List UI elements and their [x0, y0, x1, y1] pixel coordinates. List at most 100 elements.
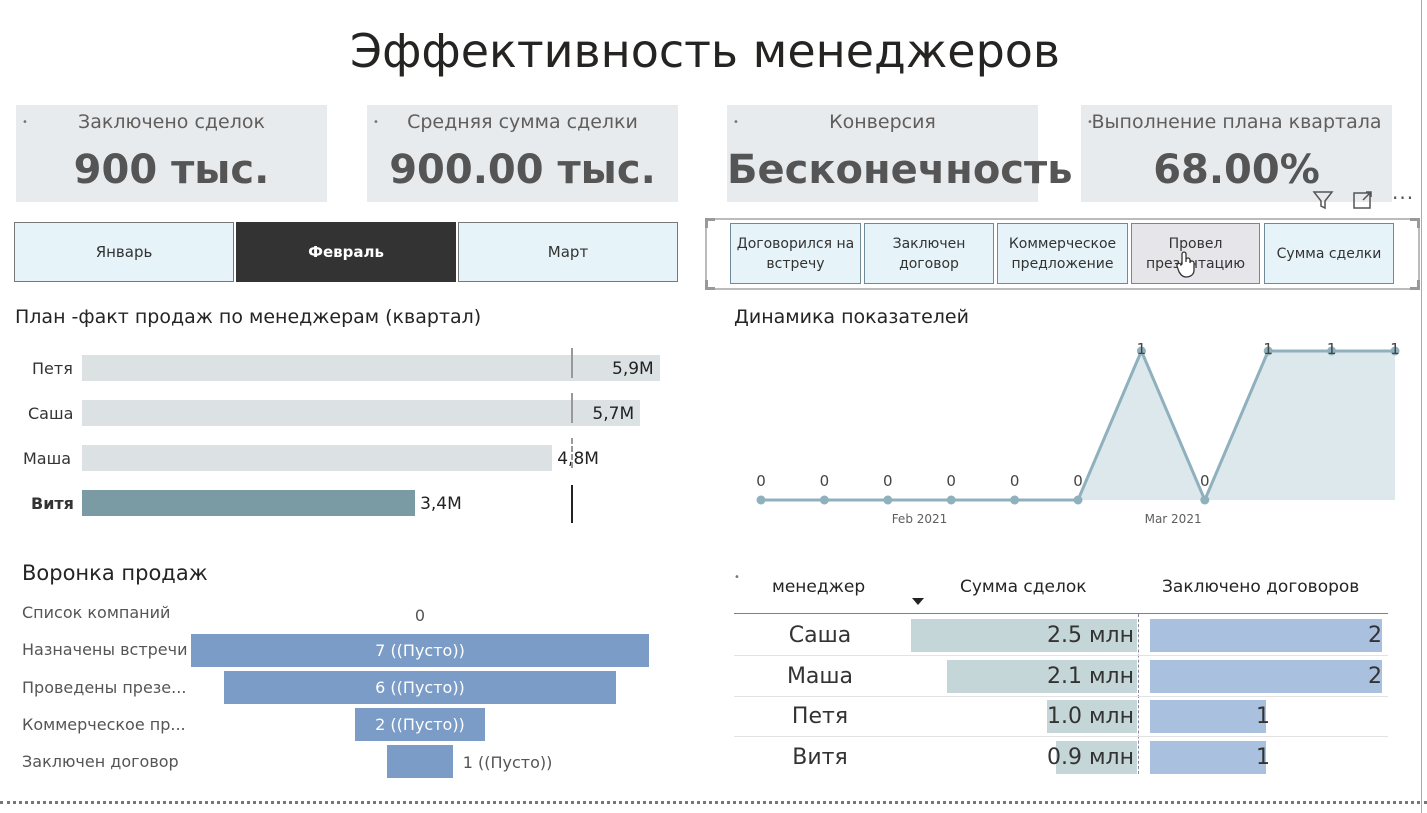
table-cell-manager: Саша: [788, 623, 852, 648]
dynamics-area: [761, 351, 1395, 500]
dynamics-point[interactable]: [756, 495, 766, 505]
table-header-sum[interactable]: Сумма сделок: [960, 577, 1087, 597]
kpi-label: Выполнение плана квартала: [1091, 111, 1382, 133]
stage-chip-meeting[interactable]: Договорился на встречу: [730, 223, 861, 284]
month-button-feb[interactable]: Февраль: [236, 222, 456, 282]
dynamics-point-label: 0: [946, 472, 956, 490]
table-cell-sum: 1.0 млн: [1046, 704, 1134, 729]
table-row-divider: [734, 655, 1388, 656]
filter-icon[interactable]: [1311, 188, 1335, 217]
table-cell-deals: 2: [1368, 623, 1382, 648]
kpi-card-conversion[interactable]: • Конверсия Бесконечность: [727, 105, 1073, 202]
funnel-title: Воронка продаж: [22, 561, 208, 585]
kpi-card-plan[interactable]: • Выполнение плана квартала 68.00%: [1081, 105, 1392, 202]
funnel-value-label: 1 ((Пусто)): [462, 753, 553, 772]
dynamics-x-tick: Mar 2021: [1145, 512, 1202, 526]
card-dot-icon: •: [1087, 117, 1093, 128]
funnel-stage-label: Назначены встречи: [22, 640, 188, 659]
dynamics-chart: 0 0 0 0 0 0 1 0 1 1 1 Feb 2021 Mar 2021: [756, 340, 1400, 526]
table-cell-sum: 2.1 млн: [1046, 663, 1134, 689]
stage-chip-presentation[interactable]: Провел презентацию: [1131, 223, 1260, 284]
bar-category-label: Маша: [23, 449, 72, 468]
plan-fact-value-label: 5,7M: [592, 404, 635, 424]
dynamics-point-label: 0: [820, 472, 830, 490]
table-cell-manager: Маша: [786, 663, 854, 689]
kpi-label: Средняя сумма сделки: [407, 111, 638, 133]
dynamics-point-label: 0: [1010, 472, 1020, 490]
plan-target-line: [570, 348, 573, 378]
dynamics-x-tick: Feb 2021: [892, 512, 948, 526]
plan-target-line: [570, 485, 573, 523]
dynamics-point-label: 1: [1327, 340, 1337, 358]
dynamics-point[interactable]: [883, 495, 893, 505]
table-deals-bar: [1150, 700, 1266, 733]
plan-fact-bar[interactable]: [82, 490, 416, 516]
kpi-card-deals[interactable]: • Заключено сделок 900 тыс.: [16, 105, 327, 202]
stage-slicer-frame: [705, 218, 1420, 290]
table-sum-bar: [1055, 740, 1137, 774]
dynamics-point[interactable]: [1390, 346, 1400, 356]
funnel-bar[interactable]: 2 ((Пусто)): [354, 708, 486, 741]
dynamics-point[interactable]: [1263, 346, 1273, 356]
focus-mode-icon[interactable]: [1351, 188, 1375, 217]
table-dot-icon: •: [734, 572, 740, 583]
dynamics-point[interactable]: [1073, 495, 1083, 505]
bar-category-label: Петя: [32, 359, 73, 378]
stage-chip-contract[interactable]: Заключен договор: [864, 223, 994, 284]
dynamics-point-label: 0: [1200, 472, 1210, 490]
table-cell-sum: 0.9 млн: [1046, 744, 1134, 770]
table-row-divider: [734, 695, 1388, 697]
plan-fact-value-label: 3,4M: [420, 494, 462, 514]
stage-chip-proposal[interactable]: Коммерческое предложение: [997, 223, 1128, 284]
funnel-bar[interactable]: 7 ((Пусто)): [191, 634, 649, 667]
plan-fact-value-label: 5,9M: [612, 359, 654, 379]
kpi-value: 68.00%: [1153, 147, 1320, 193]
dynamics-point-label: 0: [883, 472, 893, 490]
plan-fact-title: План -факт продаж по менеджерам (квартал…: [15, 306, 482, 328]
bar-category-label: Саша: [28, 404, 74, 423]
table-cell-manager: Петя: [791, 704, 849, 729]
table-sum-bar: [1046, 700, 1137, 733]
kpi-label: Конверсия: [829, 111, 936, 133]
page-bottom-border: [0, 801, 1427, 804]
card-dot-icon: •: [733, 117, 739, 128]
dynamics-point-label: 1: [1263, 340, 1273, 358]
funnel-bar[interactable]: 6 ((Пусто)): [223, 671, 617, 704]
table-sum-bar: [911, 619, 1137, 652]
dynamics-point[interactable]: [1010, 495, 1020, 505]
table-deals-bar: [1150, 659, 1382, 693]
month-button-jan[interactable]: Январь: [14, 222, 234, 282]
column-resize-handle[interactable]: [1138, 614, 1139, 774]
stage-chip-deal-sum[interactable]: Сумма сделки: [1264, 223, 1394, 284]
dynamics-point-label: 1: [1137, 340, 1147, 358]
dynamics-point[interactable]: [1200, 495, 1210, 505]
kpi-label: Заключено сделок: [78, 111, 265, 133]
more-options-icon[interactable]: ···: [1392, 186, 1415, 210]
plan-fact-bar[interactable]: [82, 355, 660, 381]
funnel-value-label: 0: [414, 606, 426, 625]
month-button-mar[interactable]: Март: [458, 222, 678, 282]
dynamics-point-label: 0: [756, 472, 766, 490]
plan-target-line: [570, 438, 573, 468]
funnel-stage-label: Коммерческое пр...: [22, 715, 186, 734]
kpi-value: 900.00 тыс.: [389, 147, 656, 193]
table-header-manager[interactable]: менеджер: [772, 577, 866, 597]
funnel-stage-label: Заключен договор: [22, 752, 179, 771]
table-deals-bar: [1150, 619, 1382, 652]
dynamics-point[interactable]: [1136, 346, 1146, 356]
card-dot-icon: •: [22, 117, 28, 128]
sort-descending-icon[interactable]: [912, 598, 924, 605]
dynamics-point[interactable]: [946, 495, 956, 505]
funnel-bar[interactable]: [387, 745, 453, 778]
kpi-card-avg-deal[interactable]: • Средняя сумма сделки 900.00 тыс.: [367, 105, 678, 202]
dynamics-point-label: 0: [1073, 472, 1083, 490]
hand-cursor-icon: [1176, 250, 1198, 282]
plan-fact-bar[interactable]: [82, 400, 641, 426]
plan-target-line: [570, 393, 573, 423]
table-header-deals[interactable]: Заключено договоров: [1162, 577, 1360, 597]
dynamics-point[interactable]: [1327, 346, 1337, 356]
dynamics-point[interactable]: [819, 495, 829, 505]
table-cell-manager: Витя: [792, 744, 848, 770]
page-right-border: [1421, 0, 1422, 813]
plan-fact-bar[interactable]: [82, 445, 553, 471]
